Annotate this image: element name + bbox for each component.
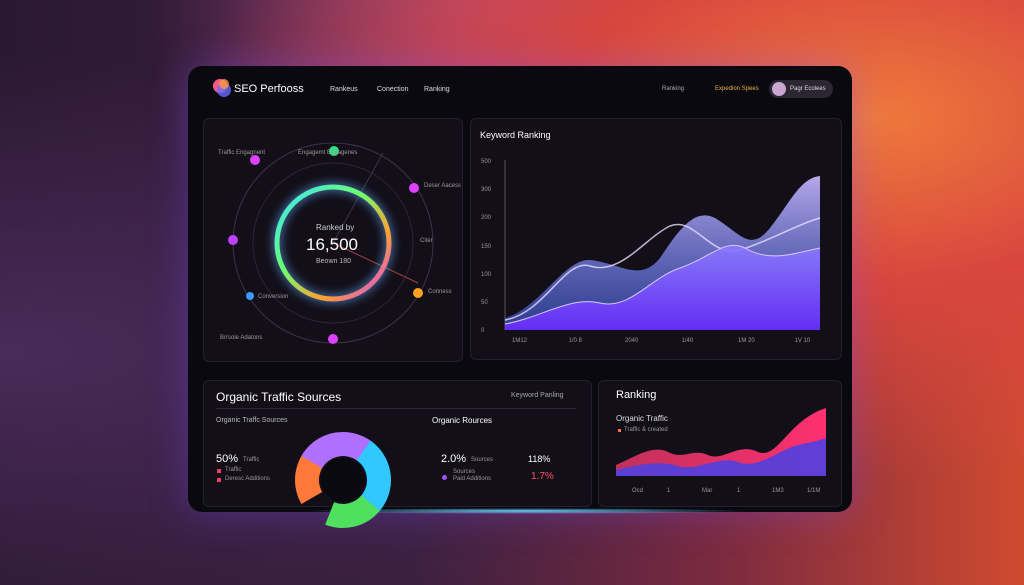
stat: 50% (216, 453, 239, 465)
gauge-label: Traffic Engagnent (218, 150, 266, 156)
gauge-label: Conness (428, 289, 452, 295)
x-tick-label: Mar (702, 488, 713, 494)
x-tick-label: 1 (737, 488, 741, 494)
nav-link[interactable]: Rankeus (330, 86, 358, 93)
avatar (772, 82, 786, 96)
user-name: Pagr Ecolees (790, 86, 826, 92)
y-tick-label: 100 (481, 271, 492, 278)
x-tick-label: 1M 20 (738, 338, 755, 344)
panel-title: Ranking (616, 389, 657, 401)
gauge-label: Engagemt Engagenes (298, 150, 358, 156)
column-title: Organic Rources (432, 416, 493, 425)
nav-link[interactable]: Conection (377, 86, 409, 93)
x-tick-label: 1/0 8 (568, 338, 582, 344)
y-tick-label: 500 (481, 159, 492, 165)
x-tick-label: 1V 10 (794, 338, 811, 344)
legend-swatch (217, 478, 221, 482)
gauge-sub: Beown 180 (316, 258, 352, 265)
subtitle: Organic Traffic (616, 414, 668, 423)
y-tick-label: 50 (481, 300, 488, 306)
legend-label: Sources (453, 469, 476, 475)
y-tick-label: 300 (481, 187, 492, 194)
stat: 118% (528, 454, 551, 464)
x-tick-label: Ocd (632, 488, 644, 494)
gauge-label: Deser Aacess (424, 183, 462, 189)
x-tick-label: 1/1M (807, 488, 821, 494)
stat: 2.0% (441, 453, 467, 465)
gauge-label: Citer (420, 238, 433, 244)
x-tick-label: 2040 (625, 338, 639, 344)
x-tick-label: 1 (667, 488, 671, 494)
gauge-label: Conversion (258, 294, 289, 300)
legend-label: Traffic & created (624, 427, 668, 433)
x-tick-label: 1/40 (681, 338, 694, 344)
x-tick-label: 1M3 (772, 488, 784, 494)
subtitle: Organic Traffc Sources (216, 417, 288, 424)
panel-title: Keyword Ranking (480, 130, 551, 140)
gauge (228, 142, 434, 344)
link[interactable]: Keyword Panling (511, 392, 564, 399)
gauge-value: 16,500 (306, 235, 358, 254)
y-tick-label: 150 (481, 243, 492, 250)
legend-swatch (217, 469, 221, 473)
logo (213, 79, 231, 97)
gauge-label: Brrsole Adatons (220, 335, 263, 341)
legend-label: Traffic (225, 467, 242, 473)
legend-label: Paid Additions (453, 476, 492, 482)
nav-link[interactable]: Ranking (424, 86, 450, 93)
y-tick-label: 0 (481, 328, 485, 335)
gauge-caption: Ranked by (316, 223, 355, 232)
ranking-chart (616, 408, 826, 476)
stat-note: Traffic (243, 457, 260, 463)
legend-swatch (618, 429, 621, 432)
y-tick-label: 200 (481, 215, 492, 222)
gauge-panel (203, 118, 463, 362)
stat-note: Sources (471, 457, 494, 463)
keyword-chart (504, 160, 821, 330)
donut (295, 432, 391, 528)
legend-swatch (442, 475, 447, 480)
brand: SEO Perfooss (234, 83, 304, 95)
nav-link[interactable]: Ranking (662, 86, 685, 92)
panel-title: Organic Traffic Sources (216, 390, 342, 404)
nav-link[interactable]: Expedion Spees (715, 86, 759, 92)
traffic-panel (203, 380, 592, 507)
divider (216, 408, 576, 409)
glow (300, 508, 750, 514)
stat: 1.7% (531, 471, 554, 482)
legend-label: Deresc Additions (225, 476, 271, 482)
x-tick-label: 1M12 (512, 338, 528, 344)
